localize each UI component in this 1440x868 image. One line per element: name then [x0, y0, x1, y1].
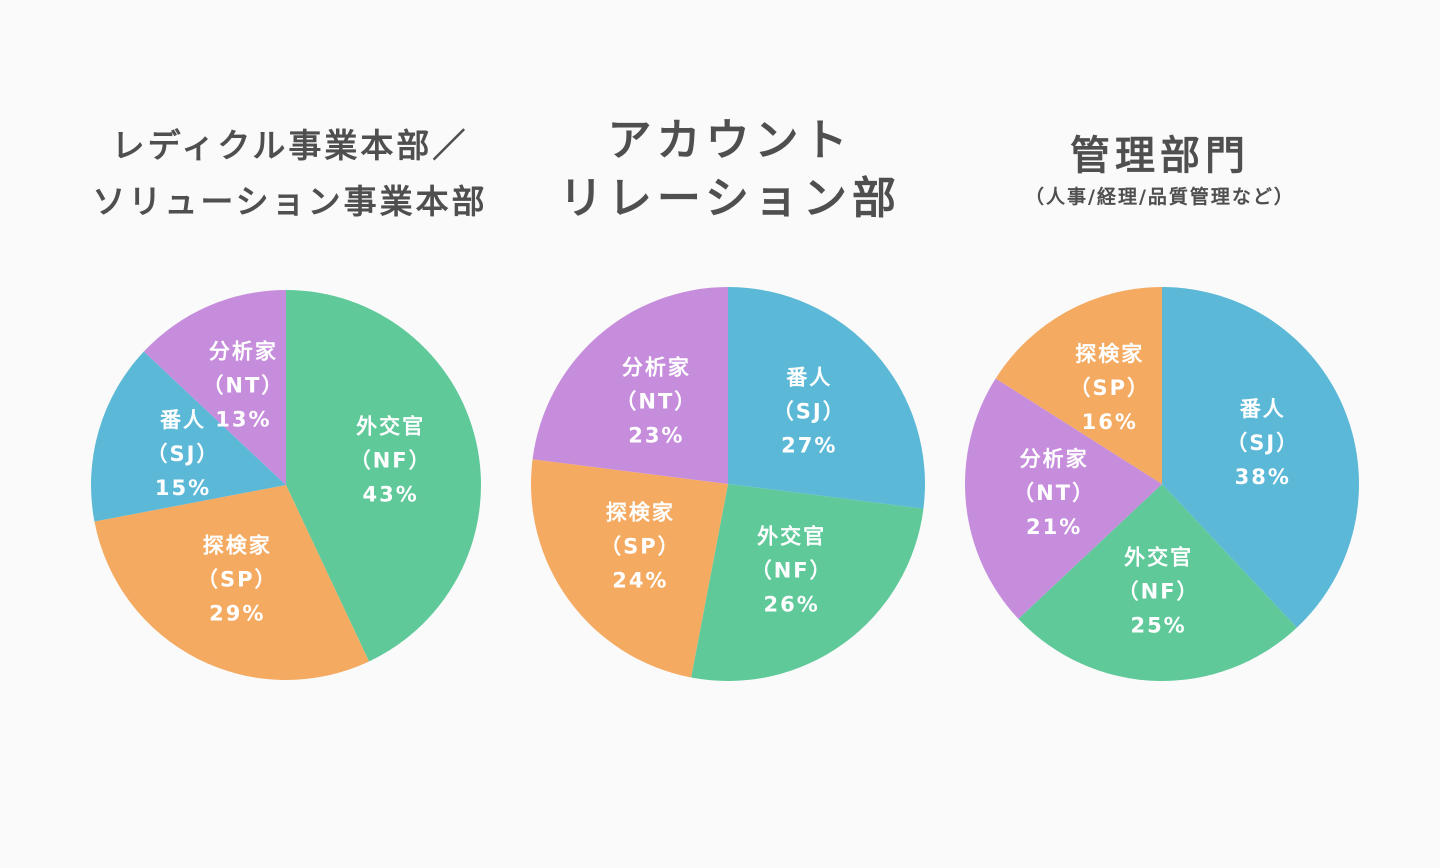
pie-2-sp-label-code: （SP）: [600, 535, 681, 559]
pie-1-slice-nt: [143, 290, 286, 485]
pie-1-nt-label-name: 分析家: [209, 340, 278, 364]
pie-2-sj-label-value: 27%: [781, 433, 837, 457]
pie-1-nf-label-code: （NF）: [350, 449, 432, 473]
pie-3-slice-nt: [965, 378, 1162, 619]
pie-3-slice-sp: [995, 287, 1162, 484]
pie-3-slice-sj: [1162, 287, 1359, 628]
pie-3-sj-label-value: 38%: [1235, 465, 1291, 489]
pie-3-nf-label-code: （NF）: [1118, 579, 1200, 603]
pie-1-nf-label-value: 43%: [363, 483, 419, 507]
pie-3-sp-label-code: （SP）: [1070, 376, 1151, 400]
pie-2-slice-nt: [532, 287, 728, 484]
pie-3-sj-label-code: （SJ）: [1226, 431, 1299, 455]
chart-1-title-line-1: レディクル事業本部／: [111, 126, 469, 165]
pie-3-nt-label-value: 21%: [1026, 515, 1082, 539]
chart-2-title: アカウント リレーション部: [520, 112, 940, 228]
pie-2-nt-label-code: （NT）: [615, 390, 697, 414]
pie-2-sp-label-value: 24%: [612, 569, 668, 593]
pie-2-nf-label-code: （NF）: [751, 559, 833, 583]
pie-1-nt-label-value: 13%: [215, 408, 271, 432]
chart-2-title-line-1: アカウント: [607, 115, 853, 166]
pie-1-sj-label-value: 15%: [155, 476, 211, 500]
pie-3-slice-nf: [1018, 484, 1297, 681]
pie-1-sj-label-name: 番人: [159, 408, 206, 432]
pie-chart-1: 外交官 （NF） 43% 探検家 （SP） 29% 番人 （SJ） 15% 分析家 （NT） 13%: [91, 290, 481, 680]
pie-2-slice-sj: [728, 287, 925, 509]
pie-2-slice-nf: [691, 484, 924, 681]
pie-3-sp-label-name: 探検家: [1075, 342, 1144, 366]
chart-1-title: レディクル事業本部／ ソリューション事業本部: [40, 118, 540, 230]
chart-3-title: 管理部門 （人事/経理/品質管理など）: [960, 128, 1360, 210]
pie-chart-3: 番人 （SJ） 38% 外交官 （NF） 25% 分析家 （NT） 21% 探検家 （SP） 16%: [965, 287, 1359, 681]
pie-3-nf-label-name: 外交官: [1124, 545, 1193, 569]
pie-2-nt-label-value: 23%: [628, 424, 684, 448]
pie-3-nf-label-value: 25%: [1130, 613, 1186, 637]
pie-2-sj-label-code: （SJ）: [773, 399, 846, 423]
pie-1-slice-sj: [91, 351, 286, 522]
pie-3-sj-label-name: 番人: [1239, 397, 1286, 421]
pie-1-slice-sp: [94, 485, 370, 680]
pie-2-nt-label-name: 分析家: [622, 356, 691, 380]
pie-2-nf-label-name: 外交官: [757, 525, 826, 549]
pie-chart-2: 番人 （SJ） 27% 外交官 （NF） 26% 探検家 （SP） 24% 分析家 （NT） 23%: [531, 287, 925, 681]
pie-2-sp-label-name: 探検家: [606, 501, 675, 525]
chart-3-subtitle: （人事/経理/品質管理など）: [1025, 186, 1295, 208]
pie-1-sp-label-code: （SP）: [197, 568, 278, 592]
chart-2-title-line-2: リレーション部: [558, 173, 902, 224]
pie-3-nt-label-code: （NT）: [1013, 481, 1095, 505]
pie-2-slice-sp: [531, 459, 728, 678]
chart-3-title-line-1: 管理部門: [1070, 133, 1250, 179]
pie-1-sj-label-code: （SJ）: [147, 442, 220, 466]
chart-1-title-line-2: ソリューション事業本部: [92, 182, 488, 221]
pie-1-nf-label-name: 外交官: [356, 415, 425, 439]
pie-3-nt-label-name: 分析家: [1020, 447, 1089, 471]
pie-1-nt-label-code: （NT）: [202, 374, 284, 398]
pie-1-sp-label-value: 29%: [209, 602, 265, 626]
pie-3-sp-label-value: 16%: [1082, 410, 1138, 434]
pie-2-sj-label-name: 番人: [785, 365, 832, 389]
pie-2-nf-label-value: 26%: [764, 593, 820, 617]
pie-1-sp-label-name: 探検家: [203, 534, 272, 558]
pie-1-slice-nf: [286, 290, 481, 662]
